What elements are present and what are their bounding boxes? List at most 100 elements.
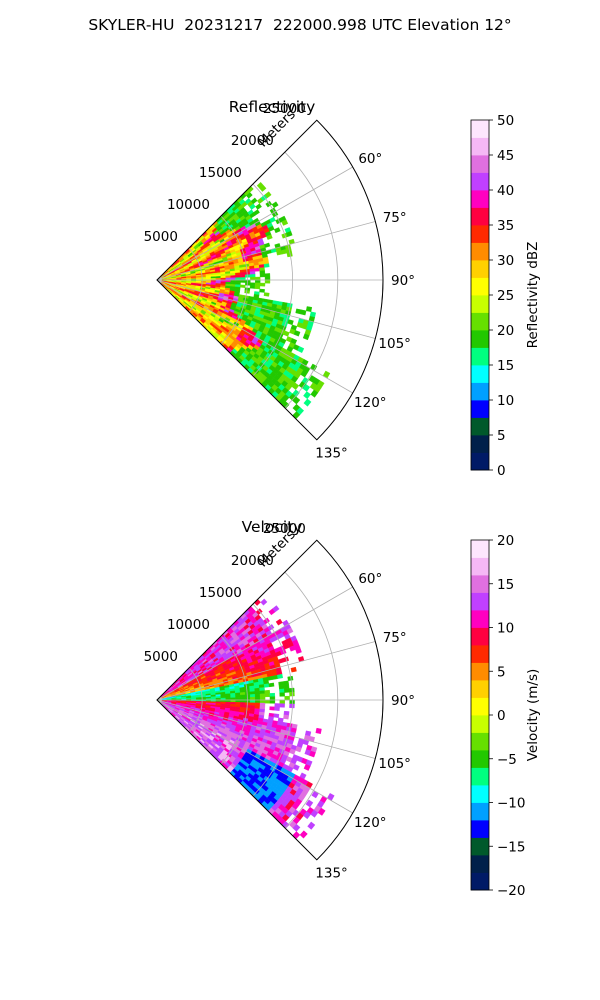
radar-gate [259,693,266,698]
radar-gate [315,727,322,735]
radar-gate [225,275,231,279]
radar-gate [259,690,266,695]
colorbar-segment [471,557,489,576]
radar-gate [230,275,236,279]
colorbar-segment [471,575,489,593]
colorbar-tick-label: −10 [497,796,526,812]
colorbar-tick-label: 45 [497,148,514,164]
radar-gate [250,276,256,281]
radar-gate [259,288,265,293]
radar-gate [249,691,256,695]
radar-gate [239,284,246,288]
radar-gate [254,282,261,287]
radar-gate [292,831,301,840]
radial-tick-label: 15000 [199,585,242,601]
radar-gate [249,274,256,278]
sector-outline [156,119,384,441]
radar-gate [264,699,271,704]
radar-gate [245,274,251,278]
angle-tick-label: 120° [354,395,387,411]
radial-tick-label: 20000 [231,553,274,569]
radar-gate [267,675,274,681]
colorbar-segment [471,207,489,226]
azimuth-spoke [156,279,376,339]
radar-gate [244,691,251,696]
colorbar-tick-label: 20 [497,323,514,339]
radar-gate [295,647,302,654]
radar-gate [286,627,294,635]
radar-gate [266,234,273,240]
radar-gate [269,696,276,701]
colorbar-segment [471,837,489,856]
radar-gate [260,598,268,606]
radar-gate [240,694,246,698]
radar-gate [254,693,261,698]
colorbar-tick-label: 35 [497,218,514,234]
radial-tick-label: 25000 [263,101,306,117]
radar-gate [259,273,266,278]
radar-gate [250,696,256,701]
colorbar-segment [471,365,489,383]
radar-gate [249,285,256,289]
colorbar-segment [471,732,489,751]
azimuth-spoke [156,166,353,281]
colorbar-segment [471,225,489,243]
colorbar-tick-label: 10 [497,393,514,409]
colorbar-tick-label: −20 [497,883,526,899]
radial-tick-label: 15000 [199,165,242,181]
radar-gate [240,274,246,278]
colorbar-tick-label: 50 [497,113,514,129]
radial-tick-label: 5000 [144,229,178,245]
radar-gate [249,271,256,275]
radar-gate [283,684,290,690]
colorbar-segment [471,435,489,453]
radar-gate [264,279,271,284]
radar-gate [279,699,285,704]
colorbar-label: Velocity (m/s) [525,669,541,762]
radar-gate [295,746,302,753]
radar-gate [322,370,331,379]
azimuth-spoke [156,641,376,701]
radar-gate [290,666,297,673]
colorbar-segment [471,452,489,471]
radar-gate [274,706,280,711]
radar-gate [244,290,250,294]
radar-gate [264,276,271,281]
radar-gate [259,282,266,287]
radar-gate [259,270,266,275]
colorbar-segment [471,802,489,821]
radar-gate [254,690,261,695]
radar-gate [259,696,266,701]
colorbar-tick-label: 20 [497,533,514,549]
colorbar-tick-label: 0 [497,463,506,479]
colorbar-tick-label: −5 [497,752,517,768]
radar-gate [274,227,281,234]
radar-gate [292,764,300,771]
angle-tick-label: 120° [354,815,387,831]
radar-gate [225,695,231,699]
radar-gate [303,811,311,820]
angle-tick-label: 60° [358,151,382,167]
radar-gate [310,389,319,398]
colorbar-tick-label: 25 [497,288,514,304]
radar-gate [245,697,251,701]
figure-title: SKYLER-HU 20231217 222000.998 UTC Elevat… [88,16,512,34]
colorbar-segment [471,190,489,208]
colorbar-segment [471,715,489,733]
radar-gate [249,694,256,698]
angle-tick-label: 135° [315,866,348,882]
angle-tick-label: 90° [391,273,415,289]
radial-tick-label: 20000 [231,133,274,149]
colorbar: −20 −15 −10 −5 0 5 10 15 20 Velocity (m/s) [470,533,541,899]
radar-gate [289,703,295,709]
radial-tick-label: 5000 [144,649,178,665]
colorbar-tick-label: 30 [497,253,514,269]
radar-gate [272,605,280,613]
colorbar: 0 5 10 15 20 25 30 35 40 45 50 Reflectivity dBZ [470,113,541,479]
radar-gate [310,809,319,818]
radar-gate [264,689,271,694]
angle-tick-label: 75° [383,210,407,226]
colorbar-segment [471,627,489,646]
colorbar-tick-label: 10 [497,621,514,637]
